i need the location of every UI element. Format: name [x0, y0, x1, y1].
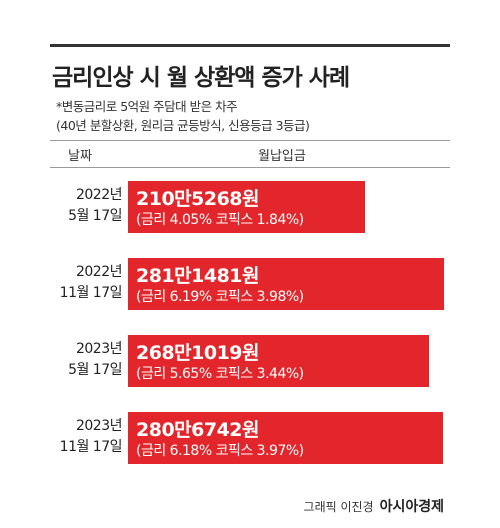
bar — [128, 335, 430, 387]
category-label: 2022년 11월 17일 — [59, 264, 123, 301]
rate-label: (금리 5.65% 코픽스 3.44%) — [136, 366, 304, 382]
source: 아시아경제 — [379, 499, 444, 515]
rate-label: (금리 6.19% 코픽스 3.98%) — [136, 289, 304, 305]
rate-label: (금리 4.05% 코픽스 1.84%) — [136, 212, 304, 228]
credit: 그래픽 이진경 — [303, 500, 374, 514]
category-label: 2022년 5월 17일 — [68, 187, 122, 224]
top-rule — [50, 44, 450, 47]
value-label: 268만1019원 — [136, 342, 260, 364]
chart-title: 금리인상 시 월 상환액 증가 사례 — [52, 65, 350, 91]
header-rule — [50, 140, 450, 141]
rate-label: (금리 6.18% 코픽스 3.97%) — [136, 443, 304, 459]
category-label: 2023년 5월 17일 — [68, 341, 122, 378]
footer: 그래픽 이진경 아시아경제 — [304, 496, 444, 516]
header-rule — [50, 167, 450, 168]
value-label: 280만6742원 — [136, 419, 260, 441]
bar — [128, 258, 444, 310]
bar — [128, 181, 365, 233]
note: *변동금리로 5억원 주담대 받은 차주 — [56, 99, 238, 114]
note: (40년 분할상환, 원리금 균등방식, 신용등급 3등급) — [56, 118, 310, 133]
bar — [128, 412, 444, 464]
value-label: 210만5268원 — [136, 188, 260, 210]
category-label: 2023년 11월 17일 — [59, 418, 123, 455]
column-header: 월납입금 — [258, 149, 306, 164]
column-header: 날짜 — [68, 149, 92, 164]
value-label: 281만1481원 — [136, 265, 260, 287]
